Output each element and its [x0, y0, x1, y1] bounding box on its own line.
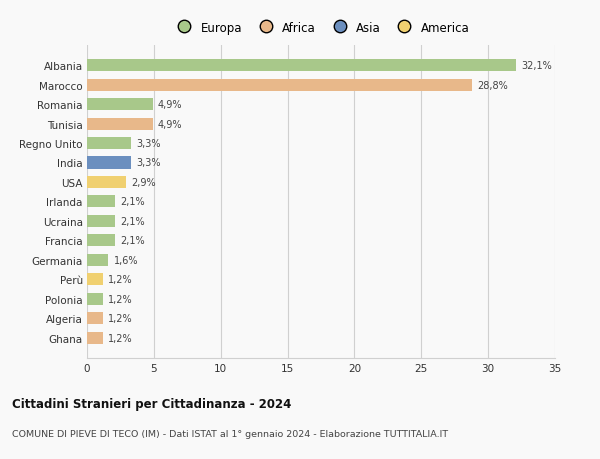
- Text: 1,6%: 1,6%: [114, 255, 138, 265]
- Text: 1,2%: 1,2%: [109, 313, 133, 324]
- Bar: [87, 254, 109, 266]
- Bar: [87, 118, 152, 130]
- Bar: [87, 313, 103, 325]
- Bar: [87, 157, 131, 169]
- Text: 2,9%: 2,9%: [131, 178, 156, 188]
- Bar: [87, 177, 126, 189]
- Text: 1,2%: 1,2%: [109, 274, 133, 285]
- Text: Cittadini Stranieri per Cittadinanza - 2024: Cittadini Stranieri per Cittadinanza - 2…: [12, 397, 292, 410]
- Text: 3,3%: 3,3%: [136, 158, 161, 168]
- Text: COMUNE DI PIEVE DI TECO (IM) - Dati ISTAT al 1° gennaio 2024 - Elaborazione TUTT: COMUNE DI PIEVE DI TECO (IM) - Dati ISTA…: [12, 429, 448, 438]
- Bar: [87, 274, 103, 285]
- Text: 4,9%: 4,9%: [158, 100, 182, 110]
- Text: 2,1%: 2,1%: [121, 236, 145, 246]
- Bar: [87, 99, 152, 111]
- Bar: [87, 196, 115, 208]
- Text: 2,1%: 2,1%: [121, 197, 145, 207]
- Text: 32,1%: 32,1%: [521, 61, 553, 71]
- Text: 28,8%: 28,8%: [478, 80, 508, 90]
- Bar: [87, 332, 103, 344]
- Text: 1,2%: 1,2%: [109, 333, 133, 343]
- Text: 1,2%: 1,2%: [109, 294, 133, 304]
- Bar: [87, 138, 131, 150]
- Bar: [87, 215, 115, 227]
- Bar: [87, 293, 103, 305]
- Text: 2,1%: 2,1%: [121, 216, 145, 226]
- Text: 3,3%: 3,3%: [136, 139, 161, 149]
- Text: 4,9%: 4,9%: [158, 119, 182, 129]
- Bar: [87, 79, 472, 91]
- Bar: [87, 60, 516, 72]
- Bar: [87, 235, 115, 247]
- Legend: Europa, Africa, Asia, America: Europa, Africa, Asia, America: [170, 19, 472, 37]
